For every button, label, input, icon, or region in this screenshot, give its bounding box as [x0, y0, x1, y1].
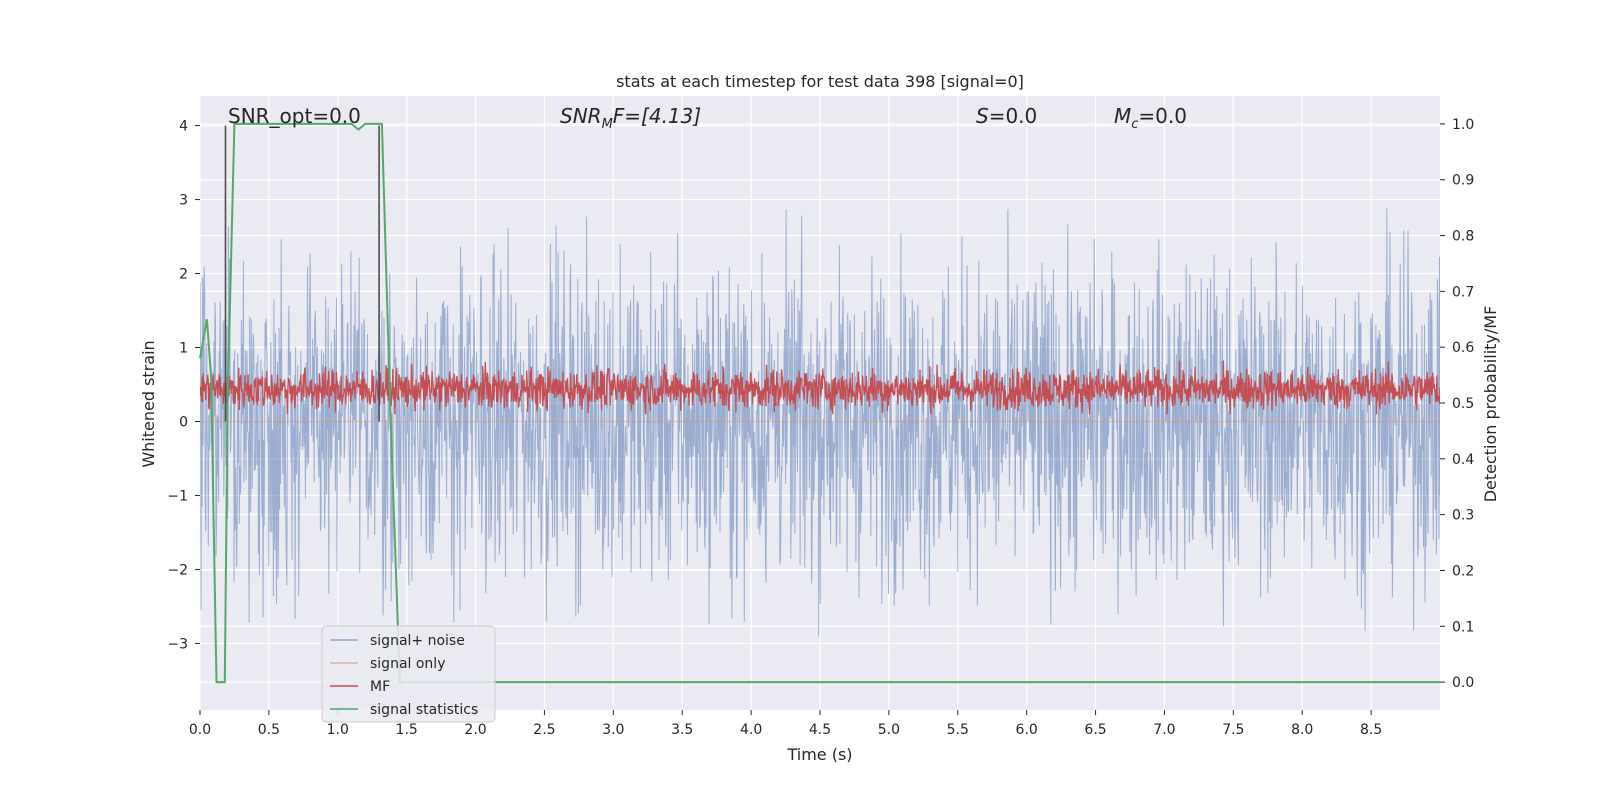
legend-label-signal-statistics: signal statistics — [370, 702, 478, 718]
y-left-tick-label-0: 4 — [179, 119, 188, 135]
vertical-markers — [224, 125, 380, 422]
annotation-snr-mf-suffix: F=[4.13] — [613, 104, 701, 128]
mf-line — [200, 360, 1440, 415]
legend: signal+ noise signal only MF signal stat… — [321, 625, 496, 723]
y-right-tick-label-8: 0.2 — [1452, 563, 1474, 579]
y-left-tick-label-6: −2 — [167, 562, 188, 578]
y-right-tick-label-5: 0.5 — [1452, 396, 1474, 412]
x-tick-label-4: 2.0 — [464, 722, 486, 738]
annotation-s-label: S — [976, 104, 989, 128]
annotation-snr-mf-sub: M — [602, 117, 613, 132]
y-left-tick-label-3: 1 — [179, 341, 188, 357]
annotation-snr-mf-prefix: SNR — [560, 104, 602, 128]
x-axis-label: Time (s) — [786, 745, 852, 764]
x-tick-label-9: 4.5 — [809, 722, 831, 738]
annotation-mc-label: M — [1114, 104, 1131, 128]
y-axis-left-label: Whitened strain — [139, 340, 158, 467]
y-right-tick-label-2: 0.8 — [1452, 229, 1474, 245]
x-tick-label-10: 5.0 — [878, 722, 900, 738]
y-right-tick-label-0: 1.0 — [1452, 117, 1474, 133]
x-tick-label-14: 7.0 — [1153, 722, 1175, 738]
y-right-tick-label-3: 0.7 — [1452, 284, 1474, 300]
legend-label-signal-only: signal only — [370, 656, 445, 672]
annotation-snr-mf: SNRMF=[4.13] — [560, 104, 701, 132]
signal-statistics-line — [199, 122, 1440, 684]
annotation-s-value: =0.0 — [989, 104, 1038, 128]
annotation-mc-sub: c — [1131, 117, 1138, 132]
y-left-tick-label-2: 2 — [179, 267, 188, 283]
legend-label-mf: MF — [370, 679, 390, 695]
y-right-tick-label-1: 0.9 — [1452, 173, 1474, 189]
series-signal-statistics — [199, 122, 1440, 684]
y-left-tick-label-5: −1 — [167, 488, 188, 504]
y-right-tick-label-7: 0.3 — [1452, 508, 1474, 524]
x-tick-label-1: 0.5 — [258, 722, 280, 738]
y-axis-right-label: Detection probability/MF — [1481, 306, 1500, 503]
x-tick-label-7: 3.5 — [671, 722, 693, 738]
y-right-tick-label-10: 0.0 — [1452, 675, 1474, 691]
y-right-tick-label-9: 0.1 — [1452, 619, 1474, 635]
x-tick-label-17: 8.5 — [1360, 722, 1382, 738]
y-left-tick-label-7: −3 — [167, 636, 188, 652]
x-tick-label-13: 6.5 — [1084, 722, 1106, 738]
chart-title: stats at each timestep for test data 398… — [616, 72, 1024, 91]
x-tick-label-11: 5.5 — [947, 722, 969, 738]
annotation-mc-value: =0.0 — [1138, 104, 1187, 128]
y-axis-left-ticks: 4 3 2 1 0 −1 −2 −3 — [167, 119, 200, 652]
series-mf — [200, 360, 1440, 415]
y-left-tick-label-1: 3 — [179, 193, 188, 209]
y-axis-right-ticks: 1.0 0.9 0.8 0.7 0.6 0.5 0.4 0.3 0.2 0.1 0.0 — [1440, 117, 1474, 691]
x-tick-label-2: 1.0 — [327, 722, 349, 738]
x-tick-label-12: 6.0 — [1016, 722, 1038, 738]
y-left-tick-label-4: 0 — [179, 414, 188, 430]
y-right-tick-label-6: 0.4 — [1452, 452, 1474, 468]
annotation-s: S=0.0 — [976, 104, 1037, 128]
x-tick-label-0: 0.0 — [189, 722, 211, 738]
x-tick-label-6: 3.0 — [602, 722, 624, 738]
x-tick-label-3: 1.5 — [396, 722, 418, 738]
annotation-snr-opt: SNR_opt=0.0 — [228, 104, 361, 128]
legend-label-signal-noise: signal+ noise — [370, 633, 465, 649]
x-tick-label-16: 8.0 — [1291, 722, 1313, 738]
x-tick-label-15: 7.5 — [1222, 722, 1244, 738]
annotation-mc: Mc=0.0 — [1114, 104, 1187, 132]
x-axis-ticks: 0.0 0.5 1.0 1.5 2.0 2.5 3.0 3.5 4.0 4.5 5.0 5.5 6.0 6… — [189, 710, 1382, 738]
legend-box — [321, 625, 496, 723]
y-right-tick-label-4: 0.6 — [1452, 340, 1474, 356]
x-tick-label-5: 2.5 — [533, 722, 555, 738]
x-tick-label-8: 4.0 — [740, 722, 762, 738]
